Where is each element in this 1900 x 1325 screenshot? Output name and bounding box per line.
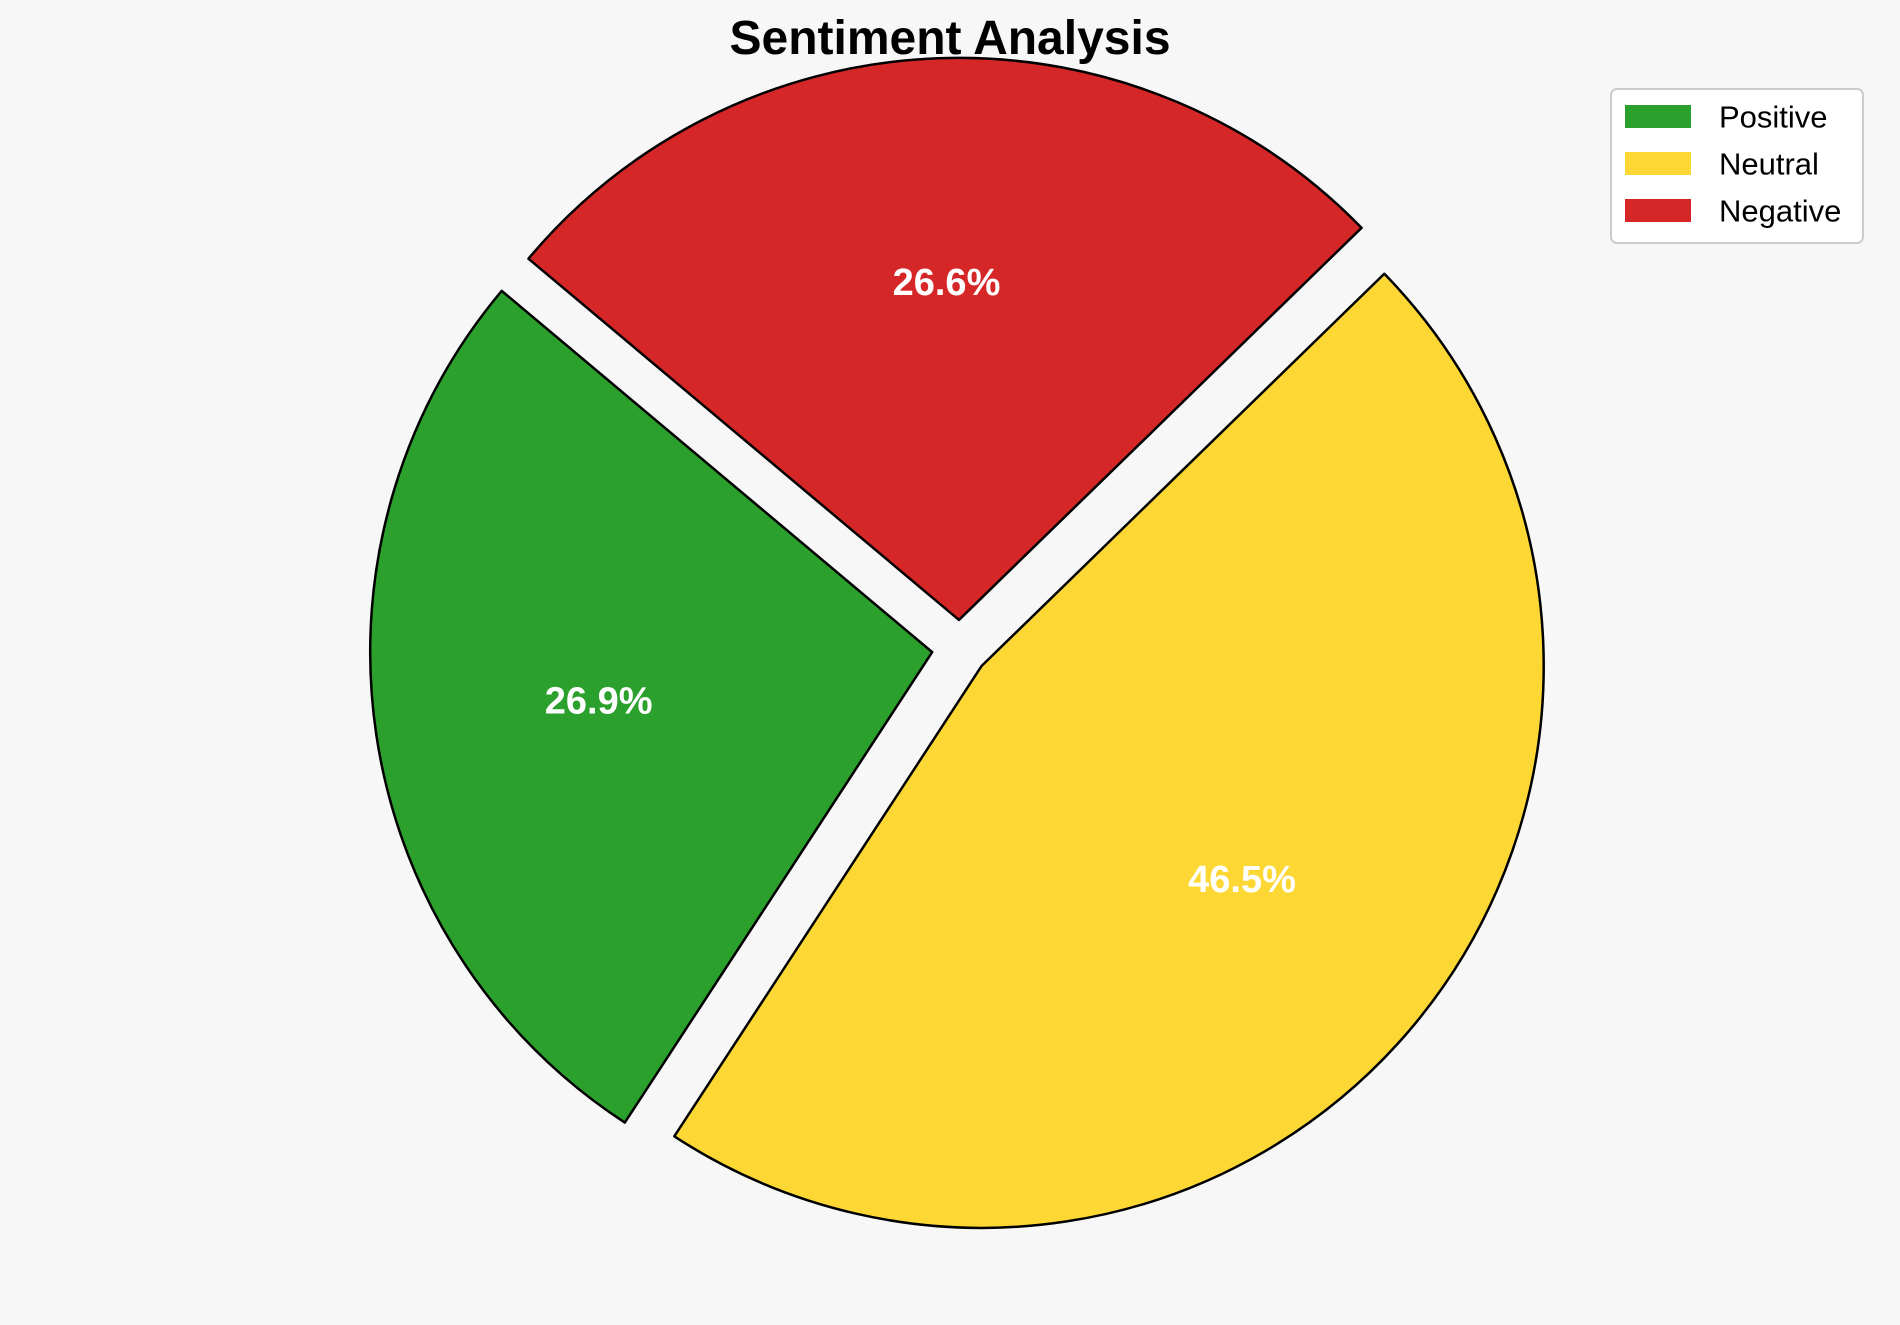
pie-slice-positive [368, 289, 934, 1124]
slice-label-positive: 26.9% [545, 680, 653, 722]
pie-slice-labels: 26.9% 46.5% 26.6% [545, 262, 1296, 901]
legend-swatch-negative [1625, 199, 1691, 222]
pie-slice-negative [527, 56, 1363, 622]
legend-swatch-neutral [1625, 152, 1691, 175]
legend: Positive Neutral Negative [1610, 88, 1864, 244]
legend-entries: Positive Neutral Negative [1625, 100, 1841, 229]
legend-label-neutral: Neutral [1719, 147, 1819, 182]
pie-slice-neutral [673, 272, 1545, 1230]
legend-label-positive: Positive [1719, 100, 1828, 135]
pie-slices [368, 56, 1545, 1230]
slice-label-negative: 26.6% [893, 262, 1001, 304]
slice-label-neutral: 46.5% [1188, 859, 1296, 901]
legend-label-negative: Negative [1719, 194, 1841, 229]
chart-title: Sentiment Analysis [729, 12, 1170, 65]
legend-swatch-positive [1625, 105, 1691, 128]
